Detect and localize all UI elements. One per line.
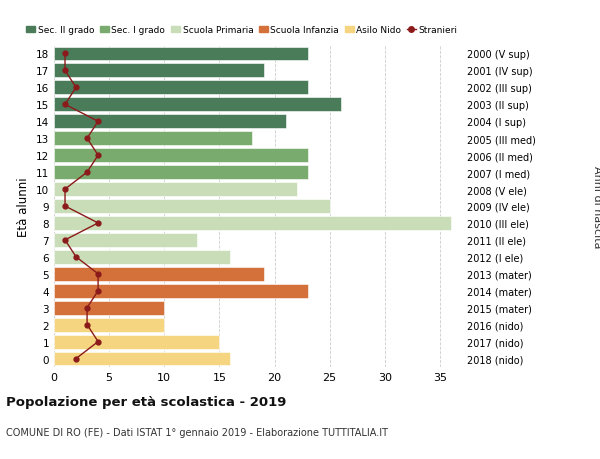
Bar [54, 81, 308, 95]
Bar [54, 234, 197, 247]
Bar [54, 98, 341, 112]
Bar [54, 183, 296, 196]
Y-axis label: Età alunni: Età alunni [17, 177, 31, 236]
Text: Popolazione per età scolastica - 2019: Popolazione per età scolastica - 2019 [6, 395, 286, 408]
Bar [54, 64, 263, 78]
Bar [54, 217, 451, 230]
Bar [54, 284, 308, 298]
Bar [54, 149, 308, 163]
Bar [54, 200, 329, 213]
Legend: Sec. II grado, Sec. I grado, Scuola Primaria, Scuola Infanzia, Asilo Nido, Stran: Sec. II grado, Sec. I grado, Scuola Prim… [26, 26, 457, 35]
Text: COMUNE DI RO (FE) - Dati ISTAT 1° gennaio 2019 - Elaborazione TUTTITALIA.IT: COMUNE DI RO (FE) - Dati ISTAT 1° gennai… [6, 427, 388, 437]
Bar [54, 47, 308, 62]
Text: Anni di nascita: Anni di nascita [592, 165, 600, 248]
Bar [54, 352, 230, 366]
Bar [54, 301, 164, 315]
Bar [54, 132, 253, 146]
Bar [54, 115, 286, 129]
Bar [54, 318, 164, 332]
Bar [54, 335, 220, 349]
Bar [54, 166, 308, 179]
Bar [54, 267, 263, 281]
Bar [54, 250, 230, 264]
